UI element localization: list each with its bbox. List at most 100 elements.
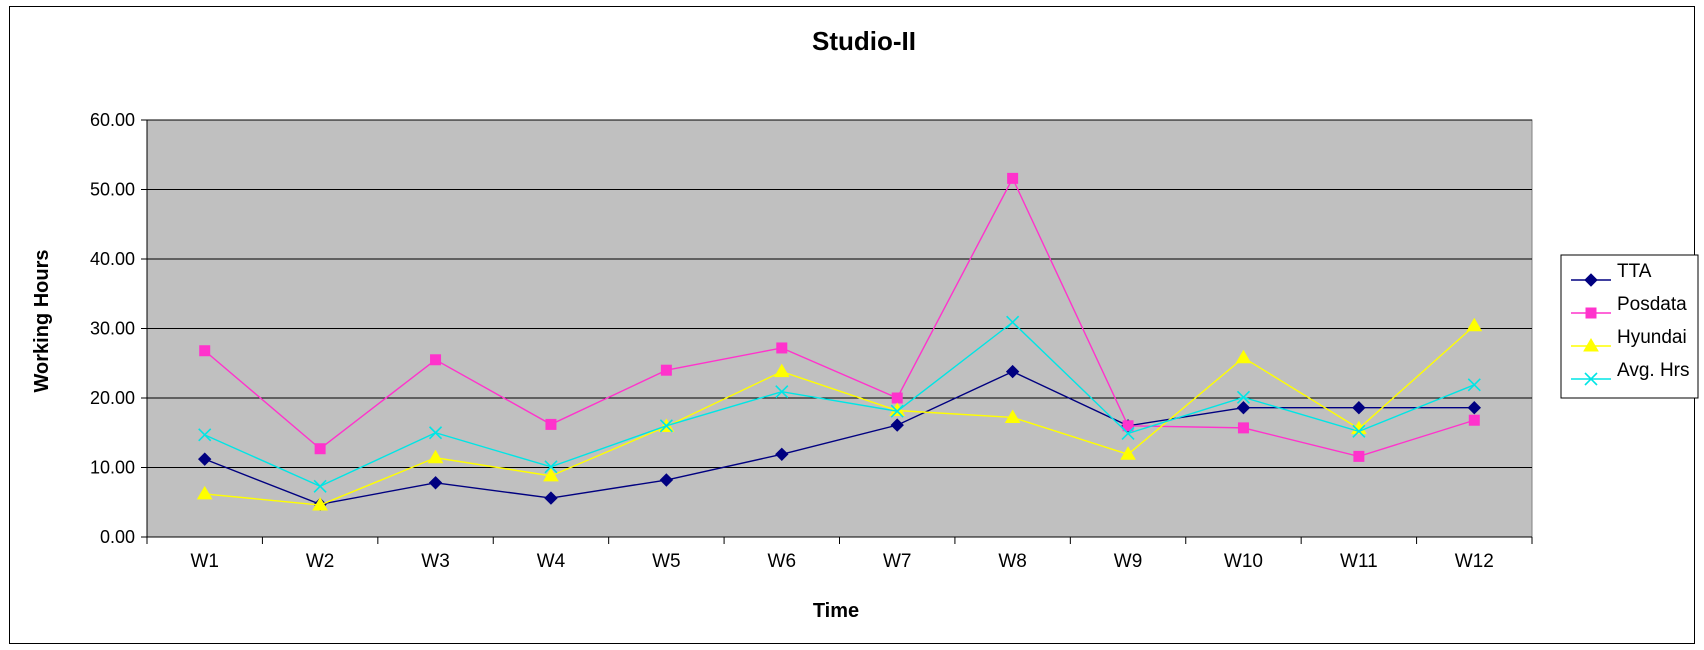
data-point-posdata (545, 418, 557, 430)
data-point-avg-hrs (1121, 426, 1135, 441)
data-point-avg-hrs (775, 385, 789, 399)
data-point-hyundai (543, 467, 559, 482)
x-tick-label: W7 (883, 551, 912, 572)
y-tick-label: 50.00 (90, 180, 135, 200)
data-point-hyundai (773, 363, 790, 378)
data-point-hyundai (1235, 349, 1252, 364)
data-point-avg-hrs (198, 428, 212, 442)
data-point-posdata (430, 354, 442, 366)
x-tick-label: W12 (1455, 551, 1494, 572)
x-tick-label: W5 (652, 551, 681, 572)
data-point-posdata (1007, 172, 1019, 184)
data-point-tta (1467, 401, 1481, 415)
marker-stroke (890, 404, 904, 418)
marker-stroke (1121, 426, 1135, 441)
data-point-hyundai (196, 485, 213, 500)
data-point-avg-hrs (313, 479, 327, 493)
data-point-tta (1352, 401, 1366, 415)
data-point-avg-hrs (890, 404, 904, 418)
data-point-hyundai (427, 449, 444, 464)
marker-stroke (198, 428, 212, 442)
data-point-avg-hrs (1236, 390, 1251, 404)
y-tick-label: 10.00 (90, 458, 135, 478)
data-point-tta (659, 473, 674, 487)
legend-marker (1585, 307, 1597, 319)
legend-marker (1584, 372, 1598, 386)
data-point-hyundai (889, 402, 906, 417)
legend-box (1560, 254, 1699, 399)
data-point-posdata (1353, 450, 1365, 462)
legend-label: Posdata (1617, 294, 1687, 315)
data-point-posdata (1122, 420, 1134, 432)
data-point-avg-hrs (544, 460, 558, 474)
data-point-tta (1236, 401, 1251, 415)
data-point-tta (198, 452, 212, 466)
y-tick-label: 30.00 (90, 319, 135, 339)
series-line-posdata (204, 176, 1475, 458)
legend-marker (1584, 273, 1598, 287)
y-tick-label: 0.00 (100, 527, 135, 547)
legend-label: TTA (1617, 261, 1652, 282)
legend-item-posdata: Posdata (1571, 294, 1687, 319)
data-point-hyundai (1120, 446, 1136, 460)
data-point-avg-hrs (1006, 315, 1020, 329)
x-tick-label: W9 (1114, 551, 1143, 572)
data-point-hyundai (312, 497, 328, 511)
x-axis-label: Time (813, 600, 859, 622)
marker-stroke (775, 385, 789, 399)
chart-title: Studio-II (812, 26, 916, 56)
data-point-posdata (314, 443, 326, 455)
data-point-hyundai (1004, 409, 1021, 423)
x-tick-label: W3 (421, 551, 450, 572)
data-point-posdata (1468, 414, 1480, 426)
y-tick-label: 60.00 (90, 110, 135, 130)
y-tick-label: 20.00 (90, 388, 135, 408)
data-point-posdata (199, 345, 211, 357)
legend-item-hyundai: Hyundai (1571, 327, 1687, 352)
data-point-posdata (891, 392, 903, 404)
legend-marker (1583, 338, 1599, 352)
marker-stroke (1236, 390, 1251, 404)
series-posdata (199, 172, 1480, 462)
data-point-avg-hrs (1352, 424, 1366, 438)
data-point-avg-hrs (659, 419, 673, 433)
plot-area: 0.00 10.00 20.00 30.00 40.00 50.00 60.00 W1 W2 W3… (90, 110, 1533, 572)
x-tick-label: W4 (537, 551, 566, 572)
x-tick-label: W2 (306, 551, 335, 572)
marker-stroke (544, 460, 558, 474)
legend-label: Hyundai (1617, 327, 1687, 348)
x-tick-label: W6 (768, 551, 797, 572)
data-point-tta (775, 447, 789, 462)
data-point-hyundai (1466, 317, 1483, 332)
data-point-posdata (660, 364, 672, 376)
marker-stroke (313, 479, 327, 493)
data-point-tta (890, 418, 904, 432)
series-avg-hrs (198, 315, 1481, 493)
legend: TTA Posdata Hyundai Avg. Hrs (1560, 254, 1699, 399)
marker-stroke (428, 426, 443, 440)
series-line-tta (204, 370, 1475, 506)
data-point-tta (428, 476, 443, 490)
legend-item-tta: TTA (1571, 261, 1652, 287)
marker-stroke (1584, 372, 1598, 386)
series-line-avg-hrs (204, 321, 1475, 488)
marker-stroke (659, 419, 673, 433)
data-point-posdata (776, 342, 788, 354)
x-tick-label: W11 (1340, 551, 1378, 572)
data-point-posdata (1237, 422, 1249, 434)
data-point-tta (1005, 364, 1020, 379)
x-tick-label: W1 (190, 551, 219, 572)
data-point-avg-hrs (428, 426, 443, 440)
marker-stroke (1006, 315, 1020, 329)
y-axis-label: Working Hours (31, 250, 53, 393)
legend-label: Avg. Hrs (1617, 360, 1690, 381)
legend-item-avg-hrs: Avg. Hrs (1571, 360, 1690, 386)
marker-stroke (1467, 378, 1481, 392)
x-tick-label: W8 (998, 551, 1027, 572)
marker-stroke (1352, 424, 1366, 438)
data-point-tta (544, 491, 558, 505)
x-tick-label: W10 (1224, 551, 1263, 572)
series-line-hyundai (204, 325, 1475, 506)
data-point-avg-hrs (1467, 378, 1481, 392)
